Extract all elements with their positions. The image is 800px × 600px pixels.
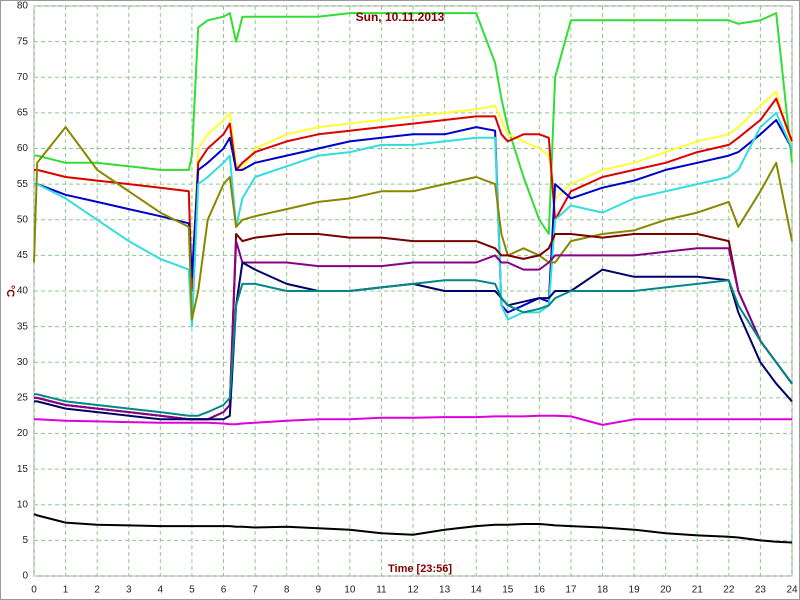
x-tick-label: 23 xyxy=(755,585,767,596)
x-tick-label: 21 xyxy=(692,585,704,596)
y-axis-label: °C xyxy=(4,285,16,297)
x-tick-label: 13 xyxy=(439,585,451,596)
x-tick-label: 24 xyxy=(786,585,798,596)
y-tick-label: 60 xyxy=(17,143,29,154)
x-tick-label: 7 xyxy=(252,585,258,596)
x-tick-label: 1 xyxy=(63,585,69,596)
series-line xyxy=(34,279,793,417)
lines xyxy=(33,12,793,544)
x-tick-label: 10 xyxy=(344,585,356,596)
x-tick-label: 20 xyxy=(660,585,672,596)
y-tick-label: 35 xyxy=(17,321,29,332)
y-tick-label: 30 xyxy=(17,357,29,368)
y-tick-label: 65 xyxy=(17,108,29,119)
series-line xyxy=(33,126,793,321)
x-tick-label: 2 xyxy=(94,585,100,596)
x-tick-label: 19 xyxy=(629,585,641,596)
series-line xyxy=(34,111,793,328)
x-tick-label: 16 xyxy=(534,585,546,596)
y-tick-label: 5 xyxy=(22,535,28,546)
y-tick-label: 20 xyxy=(17,428,29,439)
x-tick-label: 17 xyxy=(565,585,577,596)
x-axis-label: Time [23:56] xyxy=(388,563,452,575)
y-tick-label: 10 xyxy=(17,499,29,510)
series-line xyxy=(34,12,793,235)
x-tick-label: 0 xyxy=(31,585,37,596)
x-tick-label: 5 xyxy=(189,585,195,596)
x-tick-label: 18 xyxy=(597,585,609,596)
y-tick-label: 15 xyxy=(17,464,29,475)
x-tick-label: 8 xyxy=(284,585,290,596)
x-tick-label: 22 xyxy=(723,585,735,596)
x-tick-label: 11 xyxy=(376,585,387,596)
x-tick-label: 12 xyxy=(407,585,419,596)
y-tick-label: 40 xyxy=(17,286,29,297)
series-line xyxy=(34,414,792,426)
x-tick-label: 4 xyxy=(158,585,164,596)
y-tick-label: 50 xyxy=(17,214,29,225)
x-tick-label: 15 xyxy=(502,585,514,596)
y-tick-label: 45 xyxy=(17,250,29,261)
series-line xyxy=(33,513,793,544)
y-tick-label: 75 xyxy=(17,36,29,47)
y-tick-label: 25 xyxy=(17,393,29,404)
x-tick-label: 3 xyxy=(126,585,132,596)
y-tick-label: 55 xyxy=(17,179,29,190)
x-tick-label: 9 xyxy=(315,585,321,596)
y-tick-label: 80 xyxy=(17,1,29,12)
y-tick-label: 70 xyxy=(17,72,29,83)
grid xyxy=(33,5,793,577)
chart-title: Sun, 10.11.2013 xyxy=(356,10,445,24)
x-tick-label: 6 xyxy=(221,585,227,596)
x-tick-label: 14 xyxy=(471,585,483,596)
y-tick-label: 0 xyxy=(22,571,28,582)
